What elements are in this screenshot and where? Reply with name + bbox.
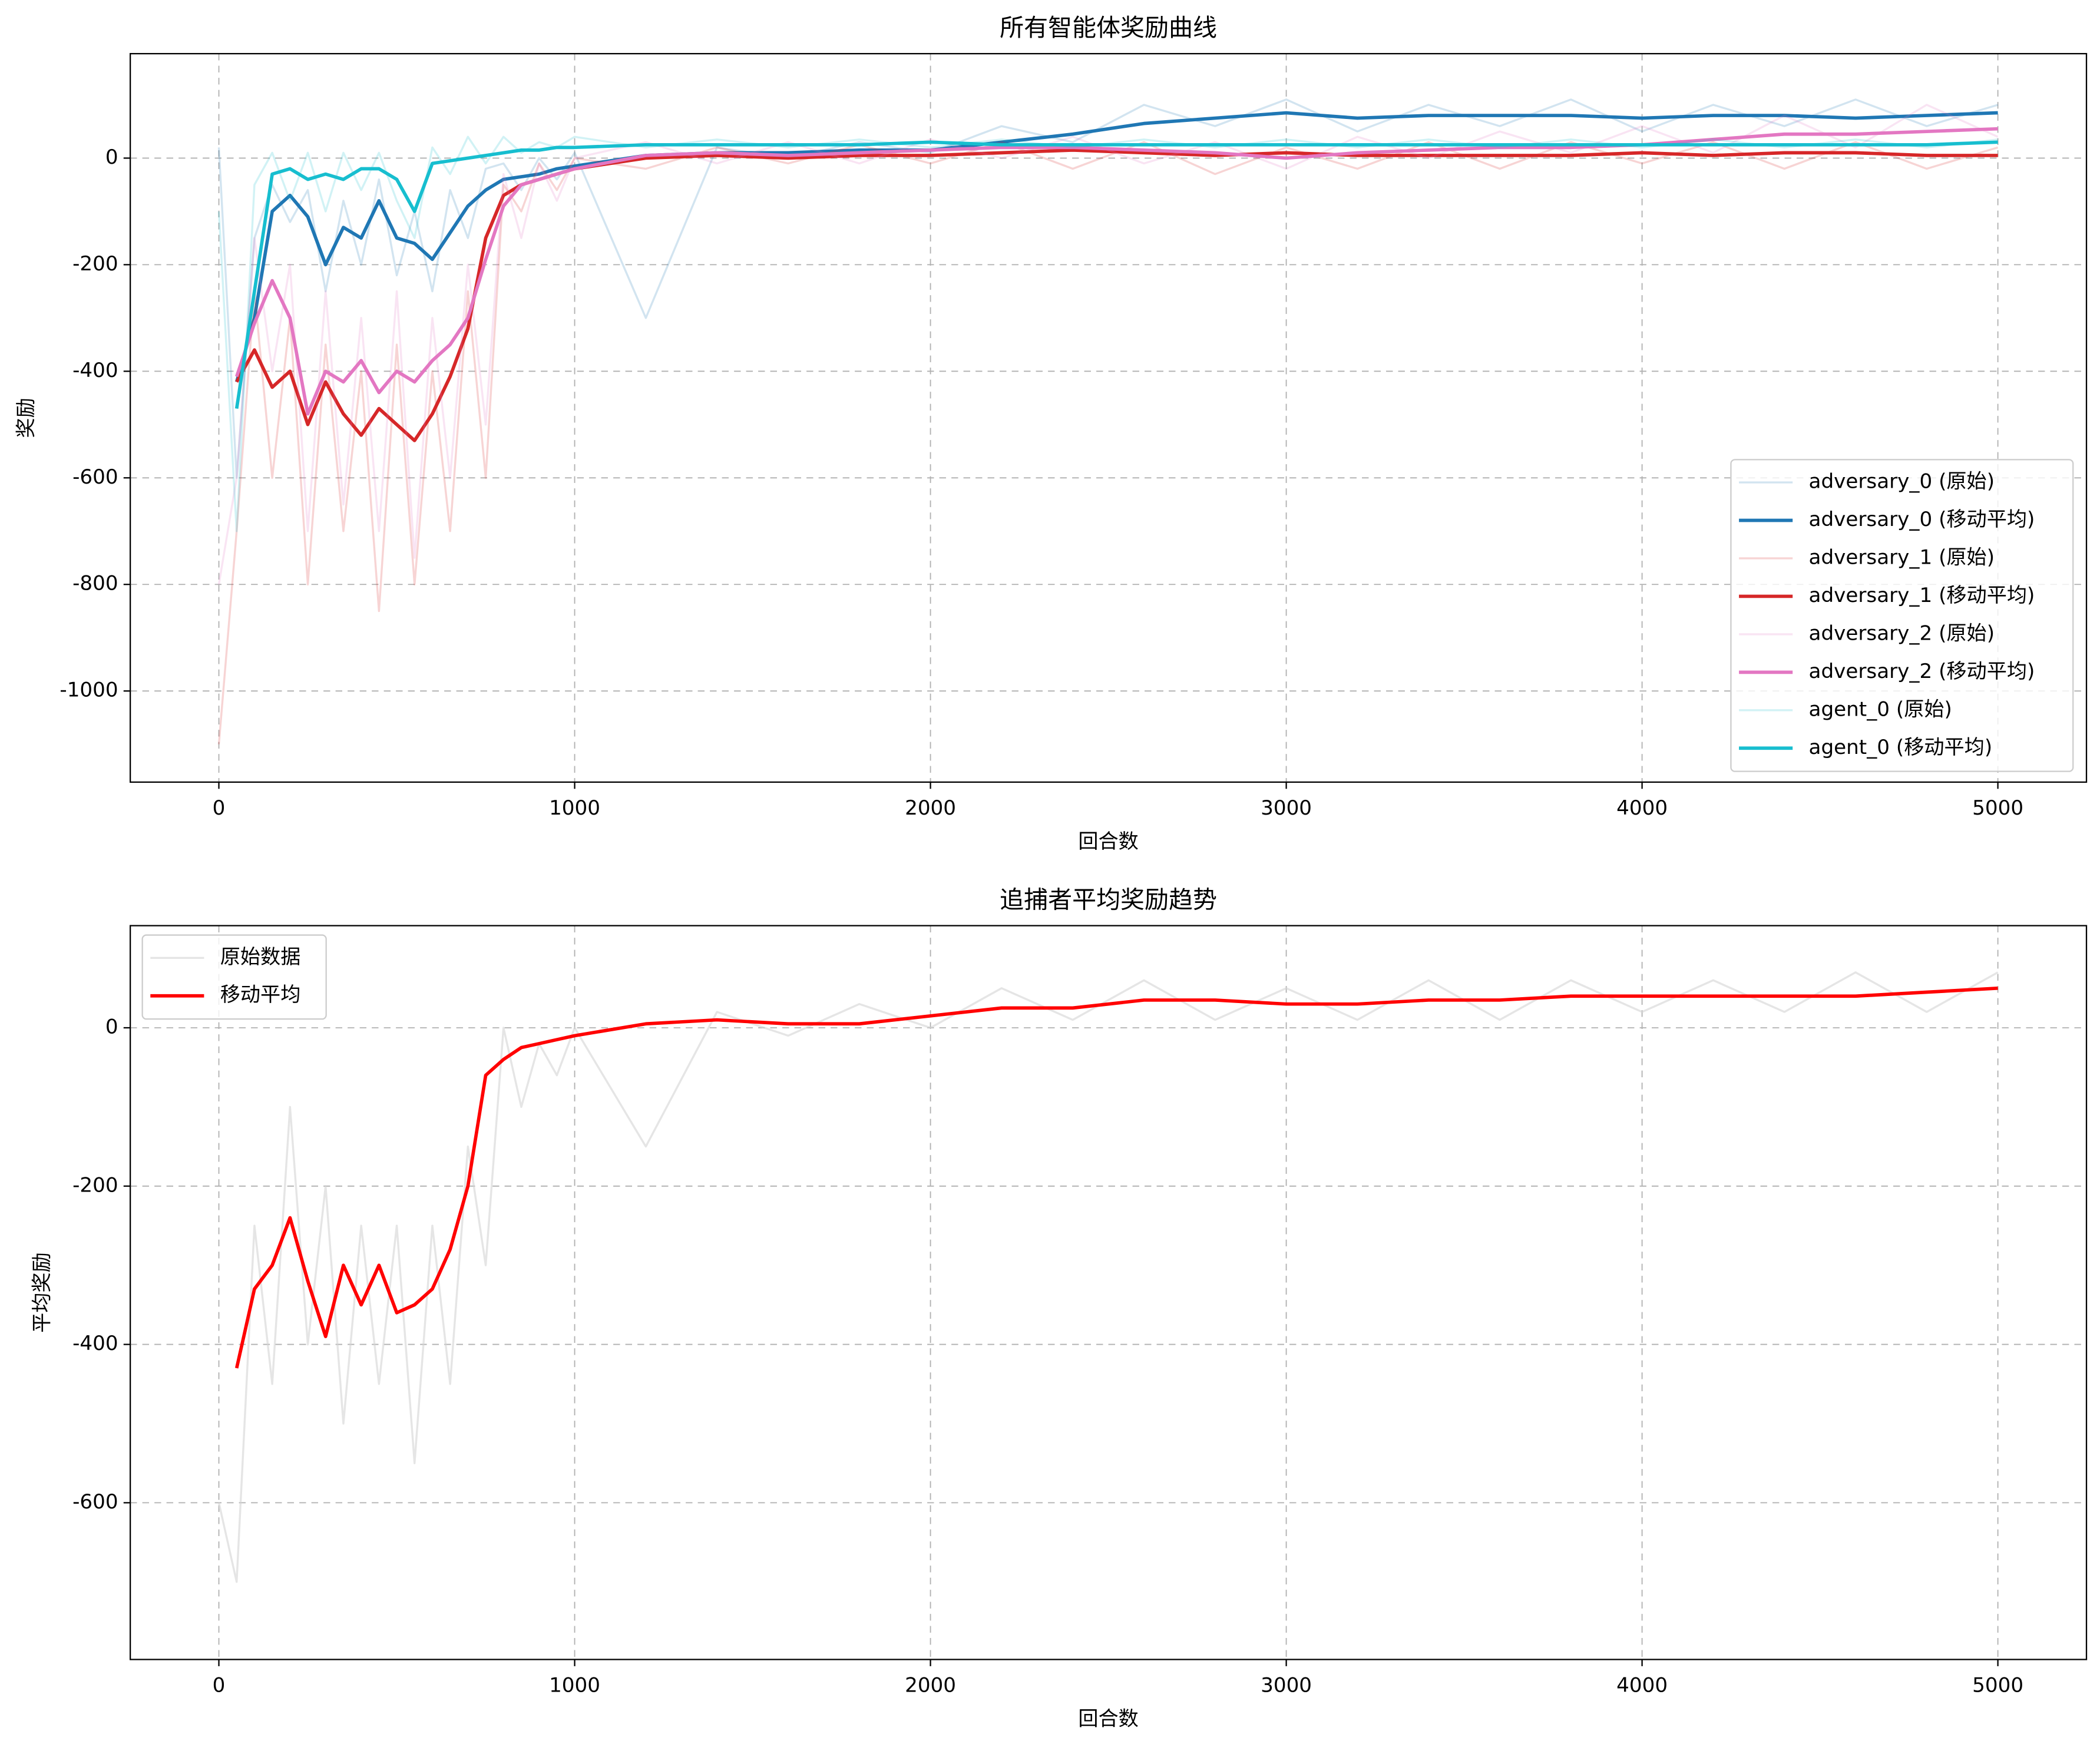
series-line [217, 141, 1999, 744]
y-tick-label: -600 [72, 465, 118, 489]
plot-frame [130, 925, 2088, 1660]
series-line [235, 148, 1998, 442]
y-tick-label: -400 [72, 359, 118, 382]
x-tick-label: 1000 [549, 1674, 600, 1697]
series-line [217, 104, 1999, 585]
legend: adversary_0 (原始) adversary_0 (移动平均) advers… [1730, 459, 2074, 772]
x-tick-label: 5000 [1972, 796, 2023, 820]
series-line [217, 971, 1999, 1583]
legend-label: agent_0 (移动平均) [1809, 736, 1993, 759]
series-line [234, 140, 1998, 409]
y-tick-label: 0 [105, 145, 118, 169]
x-tick-label: 4000 [1616, 1674, 1668, 1697]
legend-label: 移动平均 [220, 983, 301, 1007]
y-tick-label: -600 [72, 1490, 118, 1514]
legend-box [141, 934, 327, 1020]
x-axis-label: 回合数 [1078, 830, 1138, 853]
series-line [217, 98, 1999, 479]
x-tick-label: 4000 [1616, 796, 1668, 820]
legend-label: adversary_1 (移动平均) [1809, 584, 2035, 607]
legend-label: adversary_0 (移动平均) [1809, 508, 2035, 531]
legend-label: adversary_2 (移动平均) [1809, 660, 2035, 683]
x-tick-label: 3000 [1261, 796, 1312, 820]
y-tick-label: -200 [72, 252, 118, 276]
x-tick-label: 5000 [1972, 1674, 2023, 1697]
y-tick-label: -800 [72, 572, 118, 595]
series-line [234, 986, 1998, 1369]
legend-label: 原始数据 [220, 945, 301, 969]
legend-label: agent_0 (原始) [1809, 697, 1952, 721]
legend-label: adversary_2 (原始) [1809, 621, 1995, 645]
x-tick-label: 2000 [905, 796, 956, 820]
x-tick-label: 0 [213, 1674, 226, 1697]
legend-label: adversary_0 (原始) [1809, 470, 1995, 494]
y-tick-label: 0 [105, 1015, 118, 1038]
x-axis-label: 回合数 [1078, 1707, 1138, 1731]
y-tick-label: -1000 [59, 679, 118, 702]
x-tick-label: 1000 [549, 796, 600, 820]
y-tick-label: -200 [72, 1173, 118, 1197]
x-tick-label: 2000 [905, 1674, 956, 1697]
legend-box [1730, 459, 2074, 772]
plot-frame [130, 52, 2088, 783]
y-axis-label: 平均奖励 [31, 1252, 54, 1333]
chart-title: 所有智能体奖励曲线 [1000, 14, 1217, 42]
x-tick-label: 3000 [1261, 1674, 1312, 1697]
x-tick-label: 0 [213, 796, 226, 820]
legend-label: adversary_1 (原始) [1809, 545, 1995, 569]
chart-title: 追捕者平均奖励趋势 [1000, 886, 1217, 914]
y-axis-label: 奖励 [14, 398, 38, 438]
y-tick-label: -400 [72, 1332, 118, 1355]
series-line [235, 127, 1998, 416]
